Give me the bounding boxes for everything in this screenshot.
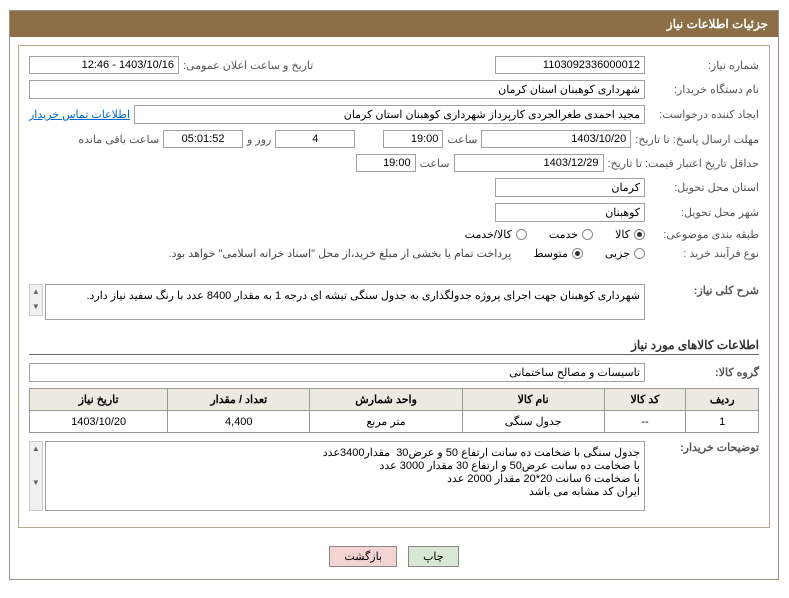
need-number-label: شماره نیاز:: [649, 59, 759, 72]
radio-dot-icon: [634, 229, 645, 240]
requester-field: مجید احمدی طغرالجردی کارپرداز شهرداری کو…: [134, 105, 645, 124]
table-cell: 4,400: [168, 411, 310, 433]
radio-goods-service[interactable]: کالا/خدمت: [465, 228, 527, 241]
form-panel: شماره نیاز: 1103092336000012 تاریخ و ساع…: [18, 45, 770, 528]
title-bar: جزئیات اطلاعات نیاز: [10, 11, 778, 37]
table-cell: 1: [686, 411, 759, 433]
radio-dot-icon: [516, 229, 527, 240]
radio-dot-icon: [582, 229, 593, 240]
contact-link[interactable]: اطلاعات تماس خریدار: [29, 108, 130, 121]
table-cell: --: [604, 411, 686, 433]
goods-group-label: گروه کالا:: [649, 366, 759, 379]
radio-service[interactable]: خدمت: [549, 228, 593, 241]
city-field: کوهبنان: [495, 203, 645, 222]
scrollbar-icon[interactable]: ▲▼: [29, 284, 43, 316]
table-header: کد کالا: [604, 389, 686, 411]
response-time-field: 19:00: [383, 130, 443, 148]
days-label: روز و: [247, 133, 271, 146]
radio-dot-icon: [572, 248, 583, 259]
validity-date-field: 1403/12/29: [454, 154, 604, 172]
requester-label: ایجاد کننده درخواست:: [649, 108, 759, 121]
desc-textarea: شهرداری کوهبنان جهت اجرای پروژه جدولگذار…: [45, 284, 645, 320]
radio-service-label: خدمت: [549, 228, 578, 241]
radio-goods-label: کالا: [615, 228, 630, 241]
table-header: تعداد / مقدار: [168, 389, 310, 411]
need-number-field: 1103092336000012: [495, 56, 645, 74]
main-panel: جزئیات اطلاعات نیاز شماره نیاز: 11030923…: [9, 10, 779, 580]
table-header: ردیف: [686, 389, 759, 411]
table-cell: 1403/10/20: [30, 411, 168, 433]
desc-label: شرح کلی نیاز:: [649, 284, 759, 297]
radio-medium-label: متوسط: [533, 247, 568, 260]
announce-label: تاریخ و ساعت اعلان عمومی:: [183, 59, 313, 72]
back-button[interactable]: بازگشت: [329, 546, 397, 567]
response-date-field: 1403/10/20: [481, 130, 631, 148]
buyer-org-field: شهرداری کوهبنان استان کرمان: [29, 80, 645, 99]
buyer-notes-label: توضیحات خریدار:: [649, 441, 759, 454]
city-label: شهر محل تحویل:: [649, 206, 759, 219]
radio-minor[interactable]: جزیی: [605, 247, 645, 260]
table-cell: جدول سنگی: [462, 411, 604, 433]
button-bar: چاپ بازگشت: [18, 536, 770, 571]
table-header: واحد شمارش: [310, 389, 462, 411]
announce-field: 1403/10/16 - 12:46: [29, 56, 179, 74]
content: شماره نیاز: 1103092336000012 تاریخ و ساع…: [10, 37, 778, 579]
validity-label: حداقل تاریخ اعتبار قیمت: تا تاریخ:: [608, 157, 759, 170]
province-field: کرمان: [495, 178, 645, 197]
radio-goods[interactable]: کالا: [615, 228, 645, 241]
process-label: نوع فرآیند خرید :: [649, 247, 759, 260]
response-deadline-label: مهلت ارسال پاسخ: تا تاریخ:: [635, 133, 759, 146]
radio-medium[interactable]: متوسط: [533, 247, 583, 260]
payment-note: پرداخت تمام یا بخشی از مبلغ خرید،‌از محل…: [169, 247, 512, 260]
buyer-org-label: نام دستگاه خریدار:: [649, 83, 759, 96]
subject-type-label: طبقه بندی موضوعی:: [649, 228, 759, 241]
time-label-2: ساعت: [420, 157, 450, 170]
radio-minor-label: جزیی: [605, 247, 630, 260]
goods-section-header: اطلاعات کالاهای مورد نیاز: [29, 332, 759, 355]
remaining-label: ساعت باقی مانده: [78, 133, 159, 146]
days-remaining-field: 4: [275, 130, 355, 148]
province-label: استان محل تحویل:: [649, 181, 759, 194]
radio-goods-service-label: کالا/خدمت: [465, 228, 512, 241]
validity-time-field: 19:00: [356, 154, 416, 172]
time-label-1: ساعت: [447, 133, 477, 146]
table-header: نام کالا: [462, 389, 604, 411]
buyer-notes-textarea: جدول سنگی با ضخامت ده سانت ارتفاع 50 و ع…: [45, 441, 645, 511]
scrollbar-icon[interactable]: ▲▼: [29, 441, 43, 511]
table-cell: متر مربع: [310, 411, 462, 433]
table-header: تاریخ نیاز: [30, 389, 168, 411]
goods-group-field: تاسیسات و مصالح ساختمانی: [29, 363, 645, 382]
print-button[interactable]: چاپ: [408, 546, 459, 567]
radio-dot-icon: [634, 248, 645, 259]
hours-remaining-field: 05:01:52: [163, 130, 243, 148]
table-row: 1--جدول سنگیمتر مربع4,4001403/10/20: [30, 411, 759, 433]
goods-table: ردیفکد کالانام کالاواحد شمارشتعداد / مقد…: [29, 388, 759, 433]
